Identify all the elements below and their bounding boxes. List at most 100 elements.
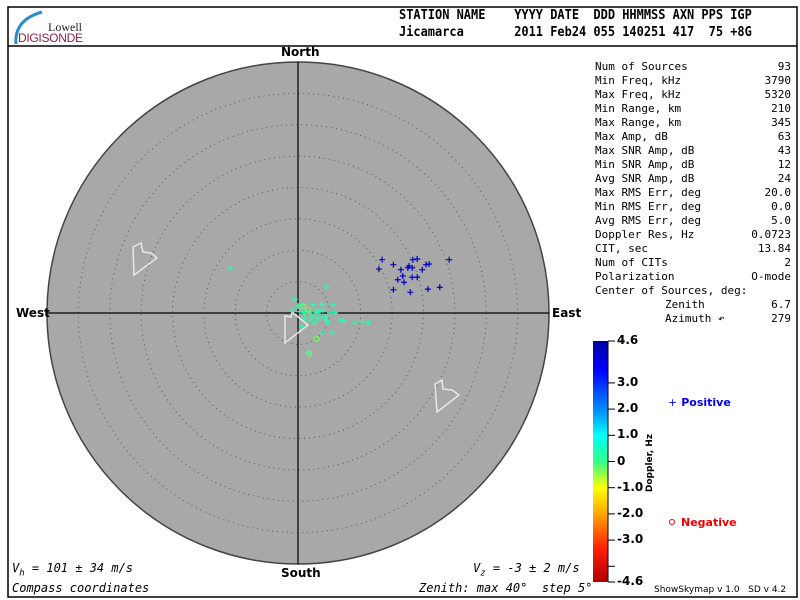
negative-source-point [300,303,306,309]
positive-source-point [375,266,382,273]
colorbar-tick-label: 1.0 [617,427,639,442]
positive-source-point [426,261,433,268]
positive-source-point [397,266,404,273]
positive-source-point [359,318,366,325]
stat-value: O-mode [751,270,791,283]
horizontal-velocity-value: = 101 ± 34 m/s [31,561,134,575]
stat-label: Min Freq, kHz [595,74,682,87]
velocity-arrow [132,241,159,277]
stat-row: Min RMS Err, deg 0.0 [595,200,791,214]
stat-row: Zenith 6.7 [595,298,791,312]
stat-label: Center of Sources, deg: [595,284,748,297]
stat-value: 0.0723 [751,228,791,241]
stat-label: Zenith [665,298,705,311]
positive-source-point [295,303,301,310]
stat-value: 24 [777,172,791,185]
colorbar-tick-label: 0 [617,453,626,468]
stat-value: 5.0 [771,214,791,227]
colorbar-tick-label: -4.6 [617,574,644,588]
stat-label: Max RMS Err, deg [595,186,701,199]
positive-source-point [409,274,416,281]
positive-source-point [318,330,325,337]
source-statistics: Num of Sources 93 Min Freq, kHz 3790 Max Fre… [595,60,791,326]
stat-label: Min Range, km [595,102,682,115]
positive-source-point [323,284,330,291]
vertical-velocity: Vz = -3 ± 2 m/s [473,561,580,579]
stat-row: Avg SNR Amp, dB 24 [595,172,791,186]
positive-source-point [414,274,421,281]
stat-row: Max SNR Amp, dB 43 [595,144,791,158]
stat-value: 2 [784,256,791,269]
positive-source-point [288,306,295,313]
stat-row: Max Range, km 345 [595,116,791,130]
velocity-arrow [434,378,461,414]
stat-value: 63 [777,130,791,143]
positive-source-point [409,256,416,263]
positive-source-point [328,330,335,337]
colorbar-tick-label: 3.0 [617,374,639,389]
positive-source-point [313,310,320,316]
negative-source-point [305,306,311,313]
stat-row: Avg RMS Err, deg 5.0 [595,214,791,228]
positive-source-point [227,264,234,271]
colorbar-title: Doppler, Hz [645,433,655,493]
stat-row: Doppler Res, Hz 0.0723 [595,228,791,242]
positive-source-point [352,320,359,327]
positive-source-point [327,310,334,316]
compass-north: North [281,45,320,59]
positive-source-point [301,310,308,316]
positive-source-point [321,313,328,320]
compass-east: East [552,306,582,320]
circle-icon [669,519,675,525]
colorbar-tick-label: 4.6 [617,333,639,347]
legend-positive-label: Positive [681,396,731,409]
stat-value: 279 [771,312,791,325]
positive-source-point [311,320,318,327]
stat-row: Center of Sources, deg: [595,284,791,298]
stat-value: 6.7 [771,298,791,311]
stat-label: Doppler Res, Hz [595,228,695,241]
stat-label: Max SNR Amp, dB [595,144,695,157]
stat-label: Num of CITs [595,256,668,269]
stat-value: 12 [777,158,791,171]
stat-label: Max Amp, dB [595,130,668,143]
compass-south: South [281,566,321,580]
header-labels: STATION NAME YYYY DATE DDD HHMMSS AXN PP… [399,8,752,23]
positive-source-point [291,296,298,303]
stat-label: CIT, sec [595,242,648,255]
positive-source-point [315,315,322,322]
positive-source-point [407,289,414,296]
stat-label: Num of Sources [595,60,688,73]
stat-label: Max Freq, kHz [595,88,682,101]
stat-label: Min SNR Amp, dB [595,158,695,171]
positive-source-point [414,256,421,263]
stat-row: Min Freq, kHz 3790 [595,74,791,88]
positive-source-point [337,316,344,323]
positive-source-point [330,301,337,308]
vertical-velocity-value: = -3 ± 2 m/s [492,561,580,575]
stat-value: 43 [777,144,791,157]
horizontal-velocity: Vh = 101 ± 34 m/s [12,561,134,579]
positive-source-point [301,315,308,322]
legend-negative-label: Negative [681,516,737,529]
coordinate-system: Compass coordinates [12,581,150,595]
stat-value: 3790 [764,74,792,87]
positive-source-point [296,308,303,315]
positive-source-point [399,272,406,279]
stat-value: 20.0 [764,186,792,199]
positive-source-point [424,286,431,293]
positive-source-point [406,262,413,269]
compass-west: West [16,306,50,320]
positive-source-point [310,301,317,308]
stat-value: 0.0 [771,200,791,213]
doppler-colorbar [593,341,608,582]
positive-source-point [446,256,453,263]
positive-source-point [325,320,332,327]
negative-source-point [313,335,320,342]
stat-row: Max Amp, dB 63 [595,130,791,144]
stat-row: Max RMS Err, deg 20.0 [595,186,791,200]
stat-row: Num of CITs 2 [595,256,791,270]
positive-source-point [320,306,327,313]
positive-source-point [306,310,313,316]
